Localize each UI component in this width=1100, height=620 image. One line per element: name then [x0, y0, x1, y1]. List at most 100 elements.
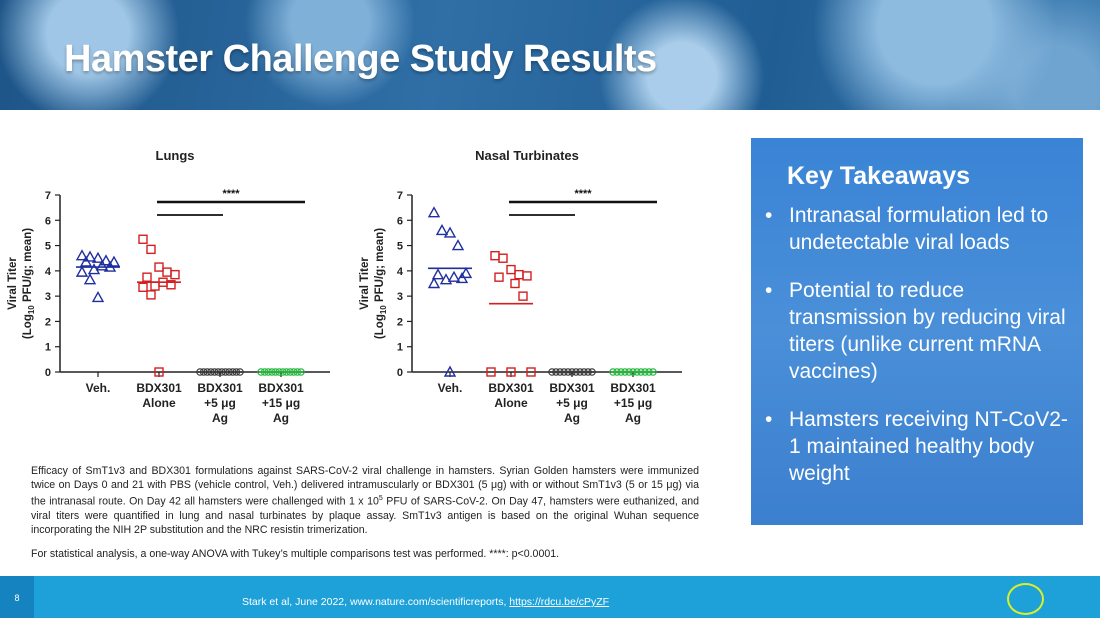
data-point: [99, 254, 113, 266]
takeaway-item: • Hamsters receiving NT-CoV2-1 maintained…: [765, 406, 1077, 487]
data-point: [427, 277, 441, 289]
y-tick-label: 2: [45, 316, 51, 328]
data-point: [490, 250, 500, 261]
y-axis-label-subscript: 10: [27, 305, 36, 314]
y-tick-label: 3: [397, 291, 403, 303]
y-axis-label-part: (Log: [374, 314, 386, 339]
citation-text: Stark et al, June 2022, www.nature.com/s…: [242, 596, 510, 608]
data-point: [138, 234, 148, 244]
footer-bar: 8 Stark et al, June 2022, www.nature.com…: [0, 576, 1100, 618]
x-tick-label: Ag: [212, 411, 228, 425]
x-tick-label: BDX301: [197, 381, 243, 395]
data-point: [150, 281, 160, 291]
y-tick-label: 2: [397, 316, 403, 328]
lungs-chart-svg: Lungs Viral Titer(Log10 PFU/g; mean) 0 1 2 3 4…: [7, 148, 330, 425]
y-tick-label: 7: [45, 190, 51, 202]
y-axis-label-subscript: 10: [379, 305, 388, 314]
data-point: [514, 269, 524, 280]
y-axis-label: Viral Titer: [359, 257, 371, 310]
data-point: [455, 272, 469, 284]
data-point: [142, 272, 152, 282]
x-tick-label: +5 μg: [556, 396, 588, 410]
page-number: 8: [0, 576, 34, 618]
data-point: [166, 280, 176, 290]
takeaway-text: Hamsters receiving NT-CoV2-1 maintained …: [789, 408, 1068, 485]
significance-label: ****: [222, 188, 240, 200]
data-point: [79, 255, 93, 267]
data-point: [138, 282, 148, 292]
figure-caption: Efficacy of SmT1v3 and BDX301 formulatio…: [31, 464, 699, 571]
x-tick-label: BDX301: [610, 381, 656, 395]
caption-text-b: PFU of SARS-CoV-2. On Day 47, hamsters w…: [31, 495, 699, 536]
data-point: [154, 367, 164, 377]
data-point: [494, 272, 504, 282]
bullet-icon: •: [765, 204, 773, 227]
x-tick-label: BDX301: [258, 381, 304, 395]
data-point: [91, 251, 105, 263]
y-axis-label-part: PFU/g; mean): [22, 228, 34, 305]
y-tick-label: 0: [45, 367, 51, 379]
x-tick-label: +15 μg: [262, 396, 300, 410]
data-point: [75, 265, 89, 277]
x-tick-label: Ag: [564, 411, 580, 425]
data-point: [459, 266, 473, 279]
y-axis-label-part: (Log: [22, 314, 34, 339]
data-point: [526, 367, 536, 377]
y-axis-label-units: (Log10 PFU/g; mean): [22, 228, 36, 339]
data-point: [162, 267, 172, 277]
chart-title: Lungs: [156, 148, 195, 163]
key-takeaways-list: • Intranasal formulation led to undetecta…: [765, 202, 1077, 508]
data-point: [506, 264, 516, 275]
data-point: [518, 291, 528, 301]
data-point: [431, 268, 445, 280]
key-takeaways-panel: Key Takeaways • Intranasal formulation le…: [751, 138, 1083, 525]
takeaway-item: • Potential to reduce transmission by red…: [765, 277, 1077, 385]
x-tick-label: Ag: [273, 411, 289, 425]
bullet-icon: •: [765, 279, 773, 302]
data-point: [95, 259, 109, 271]
x-tick-label: Alone: [494, 396, 528, 410]
y-tick-label: 4: [45, 266, 52, 278]
header-banner: Hamster Challenge Study Results: [0, 0, 1100, 110]
nasal-turbinates-chart: Nasal Turbinates Viral Titer (Log10 PFU/g;…: [352, 140, 702, 445]
y-axis-label-part: PFU/g; mean): [374, 228, 386, 305]
x-tick-label: BDX301: [488, 381, 534, 395]
data-point: [506, 367, 516, 377]
data-point: [498, 253, 508, 263]
x-tick-label: +5 μg: [204, 396, 236, 410]
y-axis-label-units: (Log10 PFU/g; mean): [374, 228, 388, 339]
x-tick-label: Veh.: [86, 381, 111, 395]
citation-link[interactable]: https://rdcu.be/cPyZF: [509, 596, 610, 608]
y-tick-label: 0: [397, 367, 403, 379]
data-point: [83, 273, 97, 285]
data-point: [107, 255, 121, 267]
chart-title: Nasal Turbinates: [475, 148, 579, 163]
data-point: [75, 249, 89, 261]
y-tick-label: 1: [397, 342, 403, 354]
x-tick-label: +15 μg: [614, 396, 652, 410]
caption-paragraph-2: For statistical analysis, a one-way ANOV…: [31, 547, 560, 560]
data-point: [443, 365, 457, 377]
y-tick-label: 5: [397, 241, 403, 253]
y-tick-label: 4: [397, 266, 404, 278]
data-point: [451, 239, 465, 251]
data-point: [91, 290, 105, 303]
data-point: [154, 262, 164, 272]
ring-icon: [1007, 583, 1044, 615]
data-point: [486, 367, 496, 377]
y-tick-label: 5: [45, 241, 51, 253]
page-title: Hamster Challenge Study Results: [64, 38, 657, 80]
data-point: [83, 250, 97, 262]
x-tick-label: BDX301: [136, 381, 182, 395]
lungs-chart: Lungs Viral Titer (Log10 PFU/g; mean) 0 1 2 3 4…: [0, 140, 350, 445]
data-point: [522, 271, 532, 281]
data-point: [146, 290, 156, 300]
data-point: [170, 269, 180, 280]
key-takeaways-title: Key Takeaways: [787, 162, 970, 190]
y-tick-label: 7: [397, 190, 403, 202]
data-point: [443, 226, 457, 238]
data-point: [435, 223, 449, 236]
data-point: [447, 270, 461, 282]
takeaway-item: • Intranasal formulation led to undetecta…: [765, 202, 1077, 256]
